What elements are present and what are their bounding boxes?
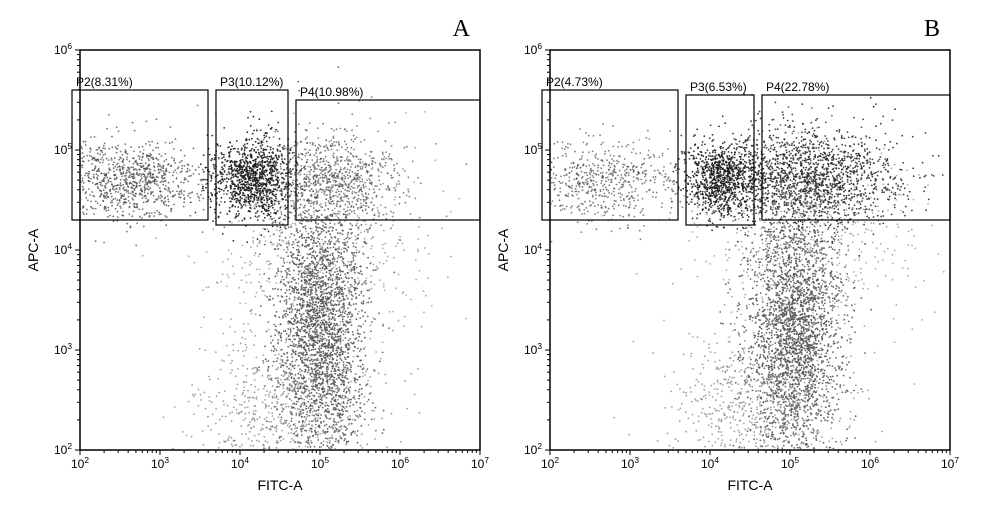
- scatter-plot-B: P2(4.73%)P3(6.53%)P4(22.78%)102103104105…: [490, 20, 960, 510]
- panel-label-A: A: [453, 16, 470, 43]
- panel-label-B: B: [924, 16, 940, 43]
- panel-A: A P2(8.31%)P3(10.12%)P4(10.98%)102103104…: [20, 20, 490, 510]
- scatter-plot-A: P2(8.31%)P3(10.12%)P4(10.98%)10210310410…: [20, 20, 490, 510]
- figure-container: A P2(8.31%)P3(10.12%)P4(10.98%)102103104…: [20, 20, 1000, 510]
- panel-B: B P2(4.73%)P3(6.53%)P4(22.78%)1021031041…: [490, 20, 960, 510]
